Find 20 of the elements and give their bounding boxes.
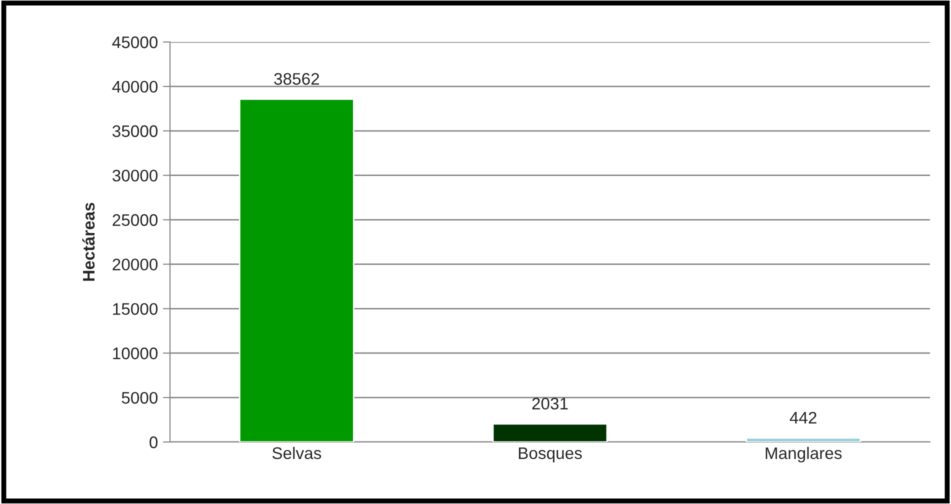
x-tick-label: Selvas [272, 446, 322, 460]
y-tick-label: 30000 [112, 170, 158, 182]
y-tick-label: 45000 [112, 36, 158, 48]
bar [238, 98, 354, 442]
y-tick-label: 25000 [112, 214, 158, 226]
bar [492, 423, 608, 442]
y-axis-title: Hectáreas [82, 202, 95, 281]
x-tick-label: Manglares [766, 446, 842, 462]
data-label: 442 [790, 412, 816, 424]
bar [746, 437, 862, 442]
y-tick-label: 0 [150, 436, 158, 448]
y-tick-label: 10000 [113, 348, 158, 360]
data-label: 38562 [274, 73, 320, 85]
data-label: 2031 [532, 398, 568, 410]
y-tick-label: 20000 [112, 258, 158, 270]
y-tick-label: 5000 [122, 392, 158, 404]
y-tick-label: 40000 [112, 80, 158, 93]
y-tick-label: 35000 [112, 125, 158, 138]
y-tick-label: 15000 [113, 303, 158, 315]
x-tick-label: Bosques [518, 447, 582, 462]
